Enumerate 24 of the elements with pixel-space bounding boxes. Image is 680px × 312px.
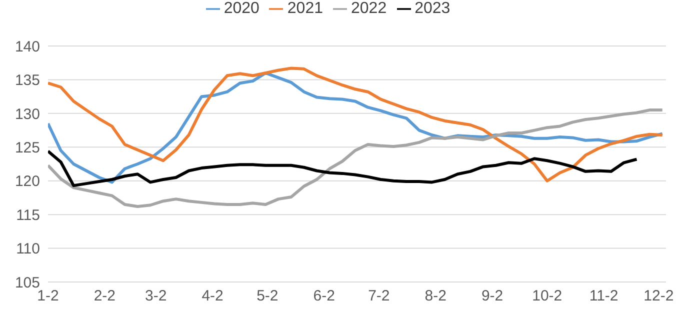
x-tick-label: 3-2 (145, 288, 167, 305)
x-tick-label: 10-2 (532, 288, 562, 305)
x-tick-label: 1-2 (37, 288, 59, 305)
x-tick-label: 7-2 (368, 288, 390, 305)
x-tick-label: 6-2 (313, 288, 335, 305)
legend-label: 2023 (414, 0, 450, 17)
y-tick-label: 125 (14, 139, 40, 156)
x-tick-label: 9-2 (481, 288, 504, 305)
x-tick-label: 8-2 (424, 288, 446, 305)
legend-label: 2022 (351, 0, 387, 17)
legend-label: 2021 (287, 0, 323, 17)
x-tick-label: 4-2 (202, 288, 224, 305)
legend-label: 2020 (224, 0, 260, 17)
y-tick-label: 140 (14, 38, 40, 56)
y-tick-label: 130 (14, 106, 40, 123)
y-tick-label: 120 (14, 173, 40, 190)
y-tick-label: 135 (14, 72, 40, 90)
x-tick-label: 2-2 (94, 288, 116, 305)
y-tick-label: 115 (16, 206, 40, 224)
y-tick-label: 105 (14, 274, 40, 292)
x-tick-label: 11-2 (589, 288, 618, 305)
y-tick-label: 110 (16, 240, 40, 258)
x-tick-label: 5-2 (256, 288, 278, 305)
x-tick-label: 12-2 (644, 288, 674, 305)
